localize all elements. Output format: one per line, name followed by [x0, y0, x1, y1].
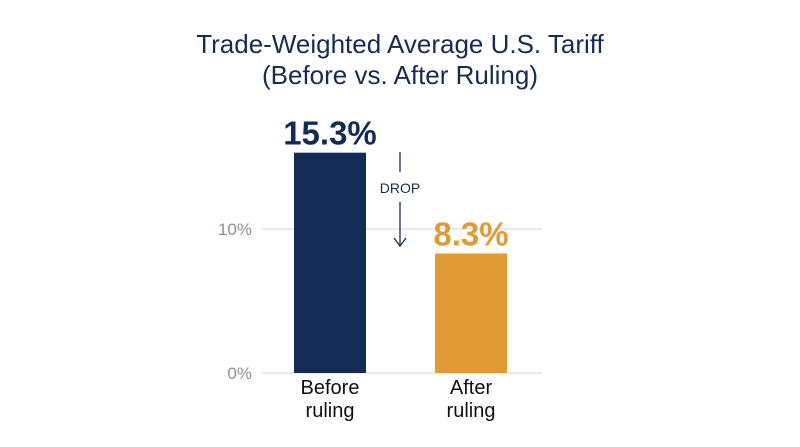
chart-title-line-1: Trade-Weighted Average U.S. Tariff	[196, 29, 604, 59]
value-label-1: 8.3%	[433, 215, 508, 252]
category-label-1-1: ruling	[447, 400, 496, 422]
drop-annotation: DROP	[380, 152, 420, 248]
value-label-0: 15.3%	[283, 115, 377, 152]
category-label-0-1: ruling	[306, 400, 355, 422]
bar-1	[435, 253, 507, 373]
y-tick-label: 0%	[227, 364, 252, 383]
category-label-0-0: Before	[301, 377, 360, 399]
drop-label: DROP	[380, 180, 420, 196]
category-label-1-0: After	[450, 377, 493, 399]
chart-title-line-2: (Before vs. After Ruling)	[262, 60, 538, 90]
bar-0	[294, 152, 366, 373]
y-axis-ticks: 0% 10%	[218, 220, 252, 383]
drop-arrow-head-icon	[393, 237, 407, 248]
y-tick-label: 10%	[218, 220, 252, 239]
